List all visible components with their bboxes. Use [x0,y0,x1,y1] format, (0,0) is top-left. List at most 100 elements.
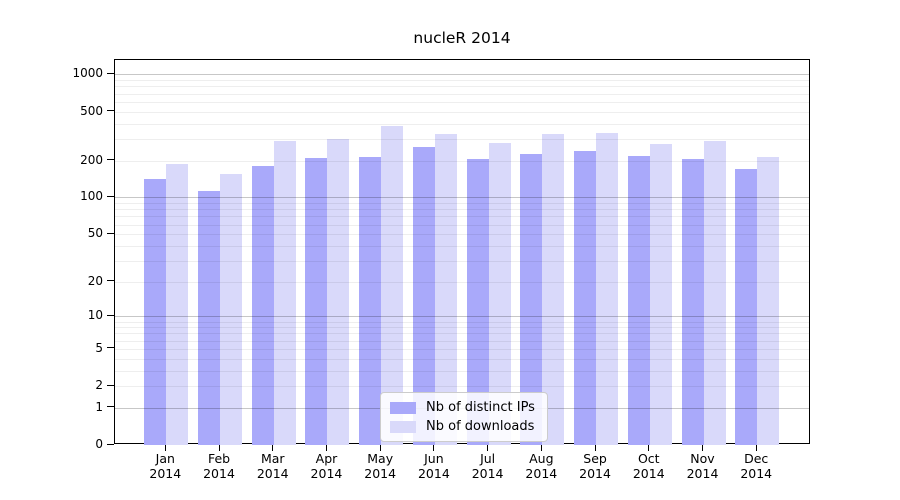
x-axis-year-label: 2014 [417,466,450,481]
y-axis-tick [107,159,114,161]
bar-downloads-jan [166,163,189,445]
bar-distinct-ips-dec [735,169,758,445]
bar-distinct-ips-aug [520,154,543,445]
y-axis-tick-label: 10 [87,308,103,323]
gridline-minor [115,203,809,205]
x-axis-month-label: Aug [529,451,554,466]
x-axis-tick [594,444,596,451]
bar-distinct-ips-apr [305,158,328,445]
legend-label-downloads: Nb of downloads [426,419,535,434]
y-axis-tick-label: 5 [95,340,103,355]
gridline-minor [115,348,809,350]
x-axis-month-label: Jan [155,451,175,466]
y-axis-tick [107,280,114,282]
gridline-minor [115,333,809,335]
bar-downloads-apr [327,139,350,445]
x-axis-year-label: 2014 [632,466,665,481]
gridline-minor [115,80,809,82]
bar-downloads-mar [273,141,296,445]
x-axis-tick [218,444,220,451]
bar-downloads-jul [488,142,511,445]
y-axis-tick-label: 50 [87,226,103,241]
y-axis-tick-label: 20 [87,273,103,288]
x-axis-tick [379,444,381,451]
x-axis-year-label: 2014 [310,466,343,481]
bar-distinct-ips-mar [251,165,274,445]
bar-distinct-ips-nov [681,158,704,445]
bar-downloads-nov [703,141,726,445]
gridline-minor [115,340,809,342]
plot-area [114,59,810,445]
bar-downloads-aug [542,133,565,445]
bar-downloads-may [381,125,404,445]
x-axis-month-label: Dec [744,451,769,466]
x-axis-year-label: 2014 [471,466,504,481]
gridline-major [115,197,809,199]
gridline-minor [115,123,809,125]
gridline-minor [115,281,809,283]
x-axis-year-label: 2014 [579,466,611,481]
y-axis-tick-label: 1000 [72,66,103,81]
bar-distinct-ips-may [359,157,382,445]
bar-distinct-ips-sep [574,150,597,445]
x-axis-tick [164,444,166,451]
x-axis-tick [325,444,327,451]
x-axis-year-label: 2014 [686,466,719,481]
y-axis-tick [107,232,114,234]
gridline-minor [115,101,809,103]
legend-label-distinct-ips: Nb of distinct IPs [426,400,535,415]
y-axis-tick-label: 0 [95,437,103,451]
gridline-minor [115,111,809,113]
gridline-minor [115,138,809,140]
y-axis-tick [107,195,114,197]
legend-item-downloads: Nb of downloads [390,417,538,436]
x-axis-year-label: 2014 [525,466,558,481]
y-axis-tick [107,314,114,316]
legend-swatch-distinct-ips [390,401,416,414]
bar-downloads-jun [434,133,457,445]
bar-distinct-ips-jan [144,178,167,445]
x-axis-tick [648,444,650,451]
x-axis-tick [755,444,757,451]
y-axis-tick-label: 100 [80,189,103,204]
x-axis-month-label: Oct [637,451,660,466]
y-axis-tick-label: 1 [95,399,103,414]
bar-downloads-dec [757,157,780,445]
gridline-minor [115,321,809,323]
x-axis-year-label: 2014 [256,466,289,481]
legend-item-distinct-ips: Nb of distinct IPs [390,398,538,417]
bar-distinct-ips-jun [412,146,435,445]
y-axis-tick-label: 2 [95,378,103,393]
gridline-minor [115,86,809,88]
gridline-minor [115,245,809,247]
gridline-minor [115,358,809,360]
gridline-minor [115,209,809,211]
y-axis-tick [107,443,114,445]
gridline-minor [115,370,809,372]
gridline-minor [115,327,809,329]
x-axis-tick [433,444,435,451]
gridline-minor [115,93,809,95]
x-axis-month-label: Sep [583,451,607,466]
x-axis-month-label: Apr [315,451,338,466]
gridline-minor [115,160,809,162]
x-axis-tick [540,444,542,451]
gridline-minor [115,234,809,236]
y-axis-tick-label: 200 [80,152,103,167]
legend-swatch-downloads [390,420,416,433]
y-axis-tick [107,384,114,386]
x-axis-year-label: 2014 [364,466,397,481]
x-axis-year-label: 2014 [203,466,235,481]
gridline-minor [115,260,809,262]
y-axis-tick [107,347,114,349]
x-axis-tick [702,444,703,451]
y-axis-tick-label: 500 [80,103,103,118]
x-axis-month-label: Jun [424,451,444,466]
y-axis-tick [107,406,114,408]
y-axis-tick [107,72,114,74]
gridline-minor [115,216,809,218]
x-axis-tick [272,444,274,451]
legend: Nb of distinct IPs Nb of downloads [380,392,548,442]
gridline-major [115,316,809,318]
